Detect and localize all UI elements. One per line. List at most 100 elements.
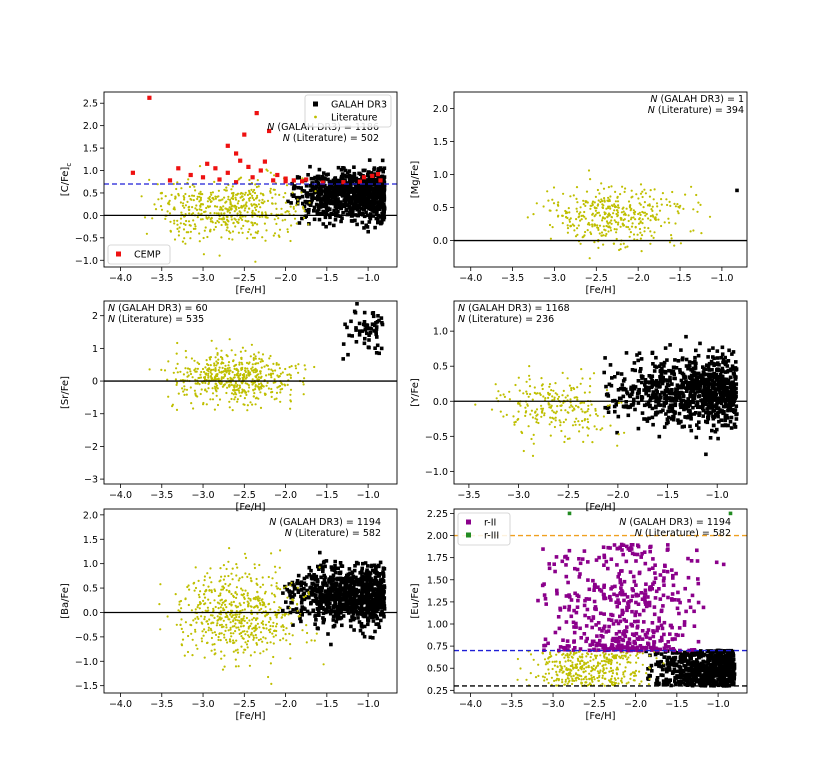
data-point: [345, 325, 349, 330]
data-point: [589, 377, 592, 380]
data-point: [647, 385, 652, 390]
data-point: [566, 411, 569, 414]
data-point: [228, 338, 231, 341]
data-point: [239, 196, 242, 199]
data-point: [275, 622, 278, 626]
data-point: [662, 392, 666, 397]
data-point: [534, 410, 537, 413]
data-point: [215, 364, 218, 367]
data-point: [602, 225, 605, 228]
data-point: [606, 394, 611, 398]
data-point: [619, 372, 624, 376]
data-point: [252, 357, 255, 360]
data-point: [333, 204, 338, 209]
data-point: [327, 189, 332, 194]
data-point: [220, 236, 223, 239]
data-point: [245, 201, 248, 204]
data-point: [227, 384, 231, 387]
data-point: [232, 376, 235, 379]
data-point: [228, 206, 231, 209]
data-point: [349, 586, 354, 591]
data-point: [290, 365, 293, 368]
data-point: [349, 189, 353, 194]
data-point: [557, 395, 561, 398]
annotation-symbol: N: [458, 314, 465, 325]
data-point: [254, 260, 257, 263]
data-point: [549, 416, 552, 419]
data-point: [241, 199, 244, 202]
data-point: [634, 218, 637, 221]
data-point: [699, 375, 704, 380]
data-point: [564, 209, 567, 213]
data-point: [248, 573, 251, 576]
data-point: [378, 201, 383, 206]
data-point: [313, 622, 317, 626]
data-point: [193, 223, 196, 226]
data-point: [660, 390, 664, 395]
data-point: [220, 370, 223, 373]
data-point: [269, 624, 272, 628]
data-point: [253, 191, 257, 195]
y-axis-label: [C/Fe]c: [60, 163, 73, 197]
data-point: [154, 208, 158, 211]
data-point: [220, 361, 224, 364]
data-point: [729, 384, 733, 389]
data-point: [344, 580, 348, 584]
data-point: [202, 634, 205, 637]
data-point: [160, 368, 163, 371]
data-point: [570, 387, 573, 390]
data-point: [248, 178, 251, 182]
data-point: [230, 215, 233, 218]
data-point: [718, 372, 723, 377]
data-point: [309, 600, 313, 605]
data-point: [676, 418, 680, 422]
data-point: [529, 413, 532, 416]
data-point: [316, 564, 320, 569]
data-point: [647, 404, 652, 409]
data-point: [192, 212, 195, 215]
data-point: [200, 637, 203, 640]
data-point: [182, 381, 185, 384]
data-point: [227, 629, 230, 632]
data-point: [203, 628, 206, 631]
data-point: [581, 410, 584, 413]
data-point: [265, 648, 268, 651]
data-point: [714, 404, 719, 408]
data-point: [335, 211, 339, 215]
data-point: [668, 343, 672, 347]
legend-label: Literature: [331, 113, 378, 124]
data-point: [708, 393, 712, 398]
data-point: [734, 360, 738, 364]
data-point: [722, 410, 726, 414]
data-point: [241, 218, 244, 221]
data-point: [642, 206, 645, 209]
data-point: [249, 192, 252, 196]
data-point: [518, 389, 521, 392]
data-point: [288, 593, 292, 598]
data-point: [200, 208, 203, 212]
data-point: [591, 200, 595, 203]
data-point: [700, 232, 703, 235]
data-point: [598, 232, 601, 235]
data-point: [365, 331, 369, 336]
data-point: [184, 192, 187, 196]
data-point: [281, 219, 284, 222]
data-point: [198, 240, 201, 243]
data-point: [691, 360, 695, 365]
data-point: [711, 361, 715, 366]
data-point: [186, 367, 190, 370]
data-point: [586, 229, 589, 232]
data-point: [201, 203, 204, 206]
x-tick-label: −1.0: [706, 490, 729, 501]
data-point: [222, 216, 225, 219]
data-point: [362, 207, 366, 212]
data-point: [324, 211, 329, 216]
data-point: [362, 310, 367, 315]
annotation-text: (Literature) = 236: [465, 314, 554, 325]
data-point: [581, 377, 584, 380]
data-point: [363, 572, 368, 576]
data-point: [652, 369, 657, 373]
data-point: [721, 404, 726, 409]
data-point: [684, 406, 689, 411]
data-point: [352, 309, 357, 314]
